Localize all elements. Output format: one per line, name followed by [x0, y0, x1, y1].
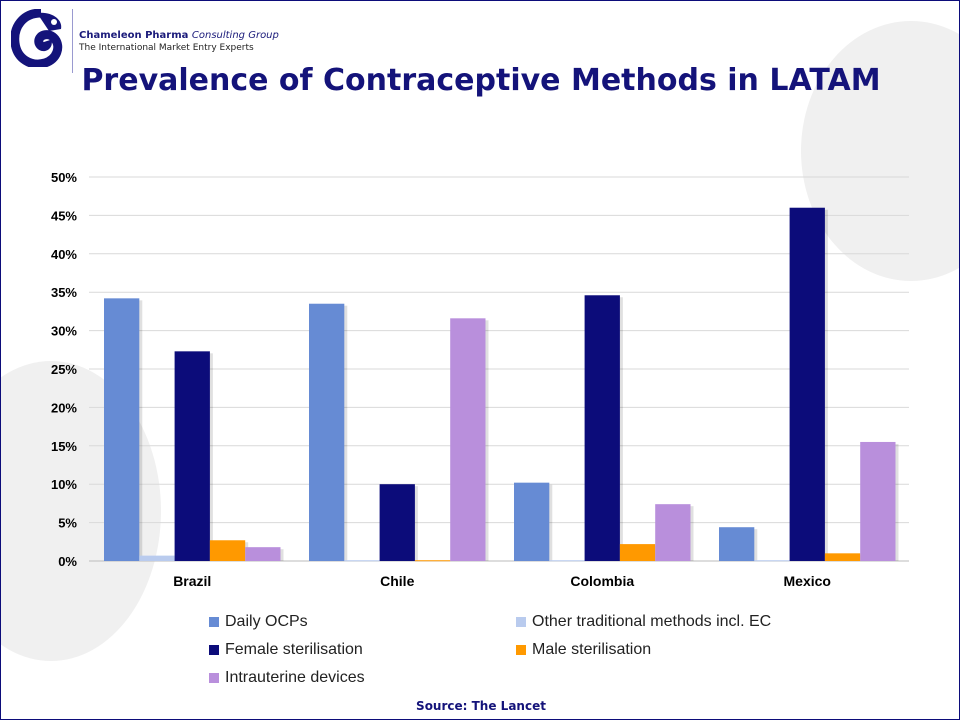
y-tick-label: 45% — [51, 208, 77, 223]
header-divider — [72, 9, 73, 73]
bar-chile-3 — [414, 560, 451, 562]
legend-item: Female sterilisation — [209, 641, 363, 659]
y-tick-label: 5% — [58, 516, 77, 531]
legend-item: Male sterilisation — [516, 641, 651, 659]
legend-item: Other traditional methods incl. EC — [516, 613, 771, 631]
page-title: Prevalence of Contraceptive Methods in L… — [81, 63, 881, 98]
bar-mexico-2 — [789, 207, 825, 561]
y-tick-label: 35% — [51, 285, 77, 300]
x-category-label: Chile — [380, 573, 414, 589]
bar-colombia-4 — [655, 504, 691, 561]
y-tick-label: 10% — [51, 477, 77, 492]
legend-swatch — [209, 673, 219, 683]
bar-colombia-0 — [514, 482, 550, 561]
x-category-label: Brazil — [173, 573, 211, 589]
legend-swatch — [209, 645, 219, 655]
bar-brazil-3 — [209, 540, 246, 561]
y-tick-label: 15% — [51, 439, 77, 454]
legend-item: Daily OCPs — [209, 613, 308, 631]
y-tick-label: 50% — [51, 170, 77, 185]
bar-mexico-4 — [860, 441, 896, 561]
legend-swatch — [516, 645, 526, 655]
bar-colombia-1 — [549, 560, 585, 562]
legend-label: Male sterilisation — [532, 641, 652, 658]
legend-label: Daily OCPs — [225, 613, 308, 630]
legend-label: Other traditional methods incl. EC — [532, 613, 772, 630]
bar-mexico-1 — [754, 560, 790, 562]
bar-chile-4 — [450, 318, 486, 561]
bar-chile-0 — [309, 303, 345, 561]
bar-mexico-0 — [719, 527, 755, 561]
y-tick-label: 30% — [51, 324, 77, 339]
bar-colombia-3 — [619, 544, 656, 561]
y-tick-label: 25% — [51, 362, 77, 377]
bar-chile-2 — [379, 484, 415, 561]
legend-swatch — [516, 617, 526, 627]
source-note: Source: The Lancet — [416, 699, 546, 713]
y-tick-label: 0% — [58, 554, 77, 569]
bar-colombia-2 — [584, 295, 620, 561]
x-category-label: Colombia — [570, 573, 634, 589]
brand-tagline: The International Market Entry Experts — [79, 43, 254, 53]
bar-brazil-0 — [104, 298, 140, 561]
bar-chile-1 — [344, 560, 380, 562]
bar-brazil-4 — [245, 547, 281, 561]
legend-label: Intrauterine devices — [225, 669, 365, 686]
bar-brazil-2 — [174, 351, 210, 561]
legend-label: Female sterilisation — [225, 641, 363, 658]
chameleon-logo-icon — [11, 9, 63, 67]
legend-swatch — [209, 617, 219, 627]
y-tick-label: 20% — [51, 400, 77, 415]
bar-mexico-3 — [824, 553, 861, 561]
x-category-label: Mexico — [784, 573, 831, 589]
brand-name: Chameleon Pharma Consulting Group — [79, 30, 279, 41]
legend-item: Intrauterine devices — [209, 669, 365, 687]
y-tick-label: 40% — [51, 247, 77, 262]
bar-brazil-1 — [139, 555, 175, 561]
